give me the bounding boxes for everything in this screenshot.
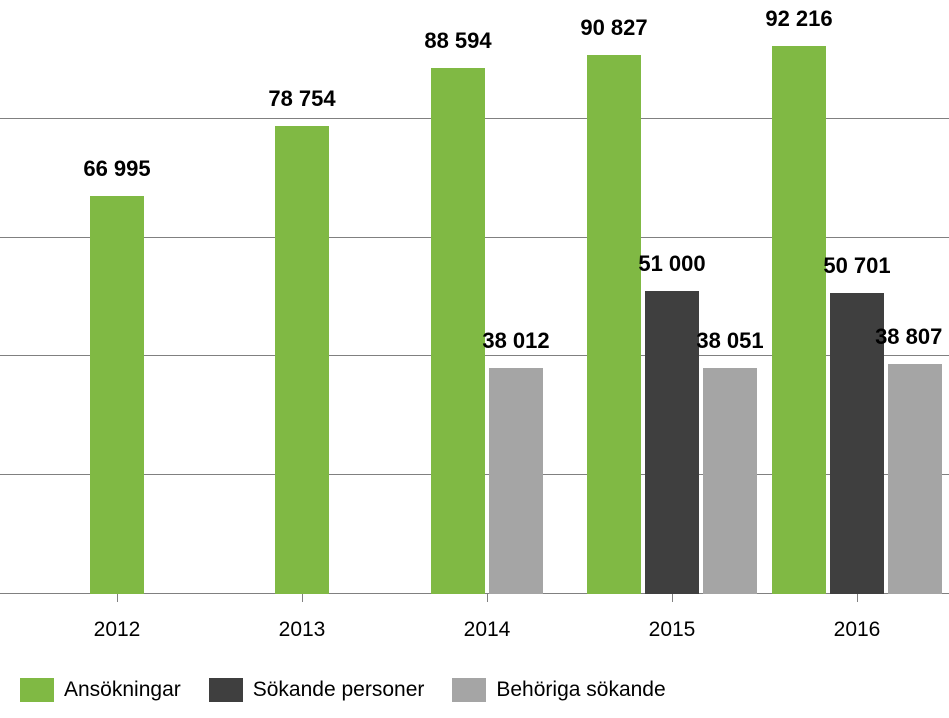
bar-behoriga_sokande <box>703 368 757 594</box>
legend-item-behoriga_sokande: Behöriga sökande <box>452 678 665 702</box>
bar-value-label: 66 995 <box>83 156 150 182</box>
bar-behoriga_sokande <box>888 364 942 595</box>
legend-label: Ansökningar <box>64 678 181 702</box>
bar-value-label: 92 216 <box>765 6 832 32</box>
x-tick <box>117 594 118 602</box>
bar-sokande_personer <box>645 291 699 594</box>
bar-ansokningar <box>431 68 485 594</box>
bar-value-label: 38 807 <box>875 324 942 350</box>
x-axis-label: 2016 <box>834 618 881 642</box>
legend-swatch <box>452 678 486 702</box>
x-axis-label: 2013 <box>279 618 326 642</box>
bar-value-label: 88 594 <box>424 28 491 54</box>
bar-value-label: 50 701 <box>823 253 890 279</box>
bar-ansokningar <box>587 55 641 595</box>
plot-area: 66 995 78 754 88 594 38 012 90 827 51 000 38 0… <box>0 0 949 594</box>
legend-item-ansokningar: Ansökningar <box>20 678 181 702</box>
bar-value-label: 51 000 <box>638 251 705 277</box>
legend-item-sokande_personer: Sökande personer <box>209 678 425 702</box>
bar-value-label: 38 051 <box>696 328 763 354</box>
legend-swatch <box>209 678 243 702</box>
legend: Ansökningar Sökande personer Behöriga söka… <box>0 678 949 702</box>
x-tick <box>672 594 673 602</box>
x-axis-label: 2012 <box>94 618 141 642</box>
x-axis-label: 2015 <box>649 618 696 642</box>
legend-swatch <box>20 678 54 702</box>
legend-label: Sökande personer <box>253 678 425 702</box>
bar-value-label: 38 012 <box>482 328 549 354</box>
bar-chart: 66 995 78 754 88 594 38 012 90 827 51 000 38 0… <box>0 0 949 718</box>
x-tick <box>487 594 488 602</box>
bar-value-label: 78 754 <box>268 86 335 112</box>
bar-value-label: 90 827 <box>580 15 647 41</box>
bar-behoriga_sokande <box>489 368 543 594</box>
x-tick <box>857 594 858 602</box>
x-tick <box>302 594 303 602</box>
bar-ansokningar <box>772 46 826 594</box>
bar-ansokningar <box>90 196 144 594</box>
bar-ansokningar <box>275 126 329 594</box>
x-axis-label: 2014 <box>464 618 511 642</box>
legend-label: Behöriga sökande <box>496 678 665 702</box>
